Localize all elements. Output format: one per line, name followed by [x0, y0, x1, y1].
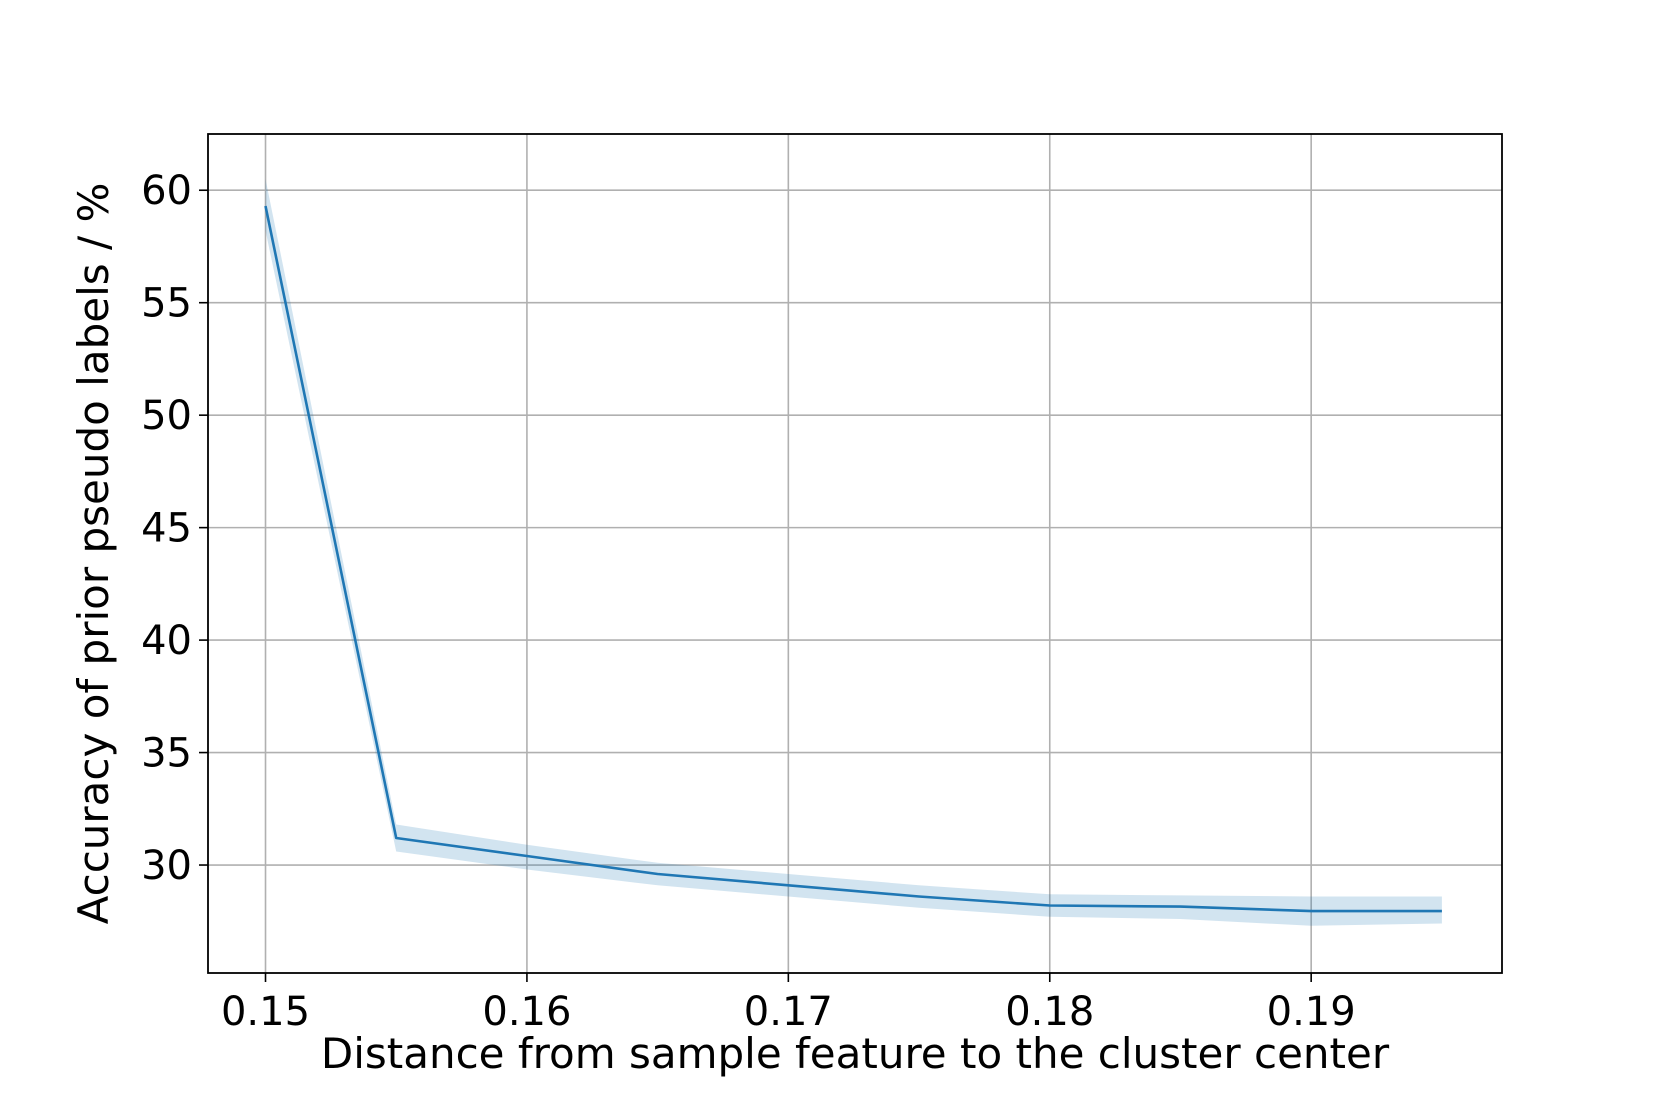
axis-ticks: 0.15 0.16 0.17 0.18 0.19 30 35 40 45 50 55 60 [141, 168, 1356, 1035]
confidence-band [265, 179, 1442, 926]
y-tick-label: 45 [141, 506, 192, 552]
confidence-band-group [265, 179, 1442, 926]
plot-frame [207, 133, 1503, 974]
y-tick-label: 55 [141, 281, 192, 327]
x-tick-label: 0.18 [1005, 989, 1094, 1035]
x-tick-label: 0.19 [1267, 989, 1356, 1035]
x-tick-label: 0.16 [482, 989, 571, 1035]
y-tick-label: 60 [141, 168, 192, 214]
x-axis-label: Distance from sample feature to the clus… [321, 1029, 1390, 1078]
y-tick-label: 30 [141, 843, 192, 889]
x-tick-label: 0.15 [221, 989, 310, 1035]
y-tick-label: 40 [141, 618, 192, 664]
x-tick-label: 0.17 [744, 989, 833, 1035]
series-line-group [264, 205, 1442, 913]
y-axis-label: Accuracy of prior pseudo labels / % [69, 183, 118, 925]
y-tick-label: 35 [141, 731, 192, 777]
series-line [264, 205, 1442, 913]
y-tick-label: 50 [141, 393, 192, 439]
grid [208, 134, 1502, 973]
